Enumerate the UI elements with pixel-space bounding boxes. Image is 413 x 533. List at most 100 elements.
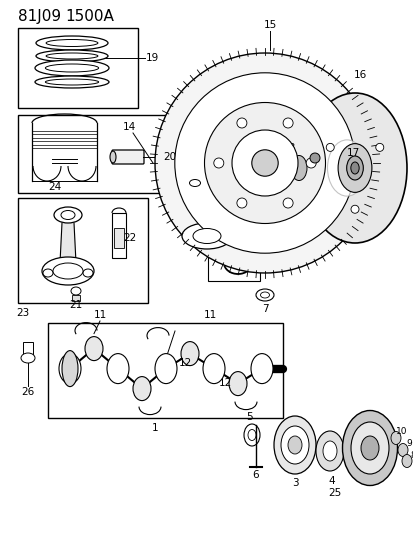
Text: 10: 10 [395, 427, 407, 437]
Circle shape [231, 130, 297, 196]
Text: 13: 13 [240, 228, 253, 238]
Ellipse shape [42, 257, 94, 285]
Ellipse shape [350, 422, 388, 474]
Ellipse shape [71, 287, 81, 295]
Circle shape [213, 158, 223, 168]
Ellipse shape [133, 377, 151, 401]
Ellipse shape [401, 455, 411, 467]
Circle shape [236, 198, 246, 208]
Ellipse shape [85, 337, 103, 361]
Ellipse shape [154, 353, 177, 384]
Text: 12: 12 [178, 358, 191, 368]
Text: 24: 24 [48, 182, 61, 192]
Bar [48, 323, 282, 418]
Bar [112, 213, 126, 258]
Circle shape [306, 158, 316, 168]
Ellipse shape [35, 60, 109, 76]
Ellipse shape [315, 431, 343, 471]
Ellipse shape [397, 443, 407, 456]
Ellipse shape [46, 39, 98, 46]
Ellipse shape [83, 269, 93, 277]
Text: 6: 6 [252, 470, 259, 480]
Text: 4: 4 [328, 476, 335, 486]
Text: 25: 25 [328, 488, 341, 498]
Ellipse shape [59, 353, 81, 384]
Text: 1500A: 1500A [65, 9, 114, 23]
Bar [114, 228, 124, 248]
Circle shape [325, 143, 333, 151]
Circle shape [350, 205, 358, 213]
Circle shape [174, 73, 354, 253]
Ellipse shape [290, 156, 306, 181]
Ellipse shape [183, 176, 206, 190]
Polygon shape [190, 190, 212, 228]
Text: 5: 5 [246, 412, 253, 422]
Ellipse shape [61, 211, 75, 220]
Ellipse shape [360, 436, 378, 460]
Circle shape [251, 150, 278, 176]
Text: 16: 16 [353, 70, 366, 80]
Ellipse shape [260, 292, 269, 298]
Polygon shape [60, 223, 76, 263]
Ellipse shape [54, 207, 82, 223]
Ellipse shape [247, 430, 255, 440]
FancyBboxPatch shape [112, 150, 144, 164]
Circle shape [282, 198, 292, 208]
Ellipse shape [182, 223, 231, 249]
Text: 20: 20 [163, 152, 176, 162]
Ellipse shape [273, 416, 315, 474]
Ellipse shape [107, 353, 129, 384]
Ellipse shape [45, 64, 98, 72]
Ellipse shape [284, 146, 312, 190]
Ellipse shape [255, 289, 273, 301]
Text: 21: 21 [69, 300, 83, 310]
Text: 19: 19 [145, 53, 158, 63]
Text: 17: 17 [346, 148, 359, 158]
Bar [207, 236, 259, 281]
Circle shape [282, 118, 292, 128]
Text: 11: 11 [203, 310, 216, 320]
Ellipse shape [322, 441, 336, 461]
Bar [18, 198, 147, 303]
Circle shape [375, 143, 383, 151]
Ellipse shape [346, 156, 363, 180]
Text: 23: 23 [17, 308, 30, 318]
Ellipse shape [180, 342, 199, 366]
Text: 1: 1 [151, 423, 158, 433]
Ellipse shape [21, 353, 35, 363]
Ellipse shape [342, 410, 396, 486]
Ellipse shape [53, 263, 83, 279]
Text: 15: 15 [263, 20, 276, 30]
Ellipse shape [302, 93, 406, 243]
Ellipse shape [243, 424, 259, 446]
Circle shape [154, 53, 374, 273]
Text: 2: 2 [230, 224, 237, 234]
Text: 3: 3 [291, 478, 298, 488]
Ellipse shape [62, 351, 78, 386]
Ellipse shape [280, 426, 308, 464]
Bar [72, 295, 80, 301]
Ellipse shape [202, 353, 224, 384]
Ellipse shape [110, 151, 116, 163]
Ellipse shape [390, 432, 400, 445]
Text: 8: 8 [409, 450, 413, 459]
Ellipse shape [46, 53, 98, 59]
Ellipse shape [192, 229, 221, 244]
Text: 9: 9 [405, 440, 411, 448]
Text: 7: 7 [261, 304, 268, 314]
Ellipse shape [228, 372, 247, 395]
Circle shape [204, 102, 325, 223]
Ellipse shape [189, 180, 200, 187]
Ellipse shape [287, 436, 301, 454]
Ellipse shape [327, 140, 366, 196]
Text: 14: 14 [122, 122, 135, 132]
Ellipse shape [36, 36, 108, 50]
Ellipse shape [36, 50, 108, 62]
Bar [18, 115, 166, 193]
Text: 22: 22 [123, 233, 136, 243]
Ellipse shape [35, 76, 109, 88]
Text: 26: 26 [21, 387, 35, 397]
Ellipse shape [337, 143, 371, 192]
Text: 11: 11 [93, 310, 107, 320]
Text: 18: 18 [282, 143, 295, 153]
